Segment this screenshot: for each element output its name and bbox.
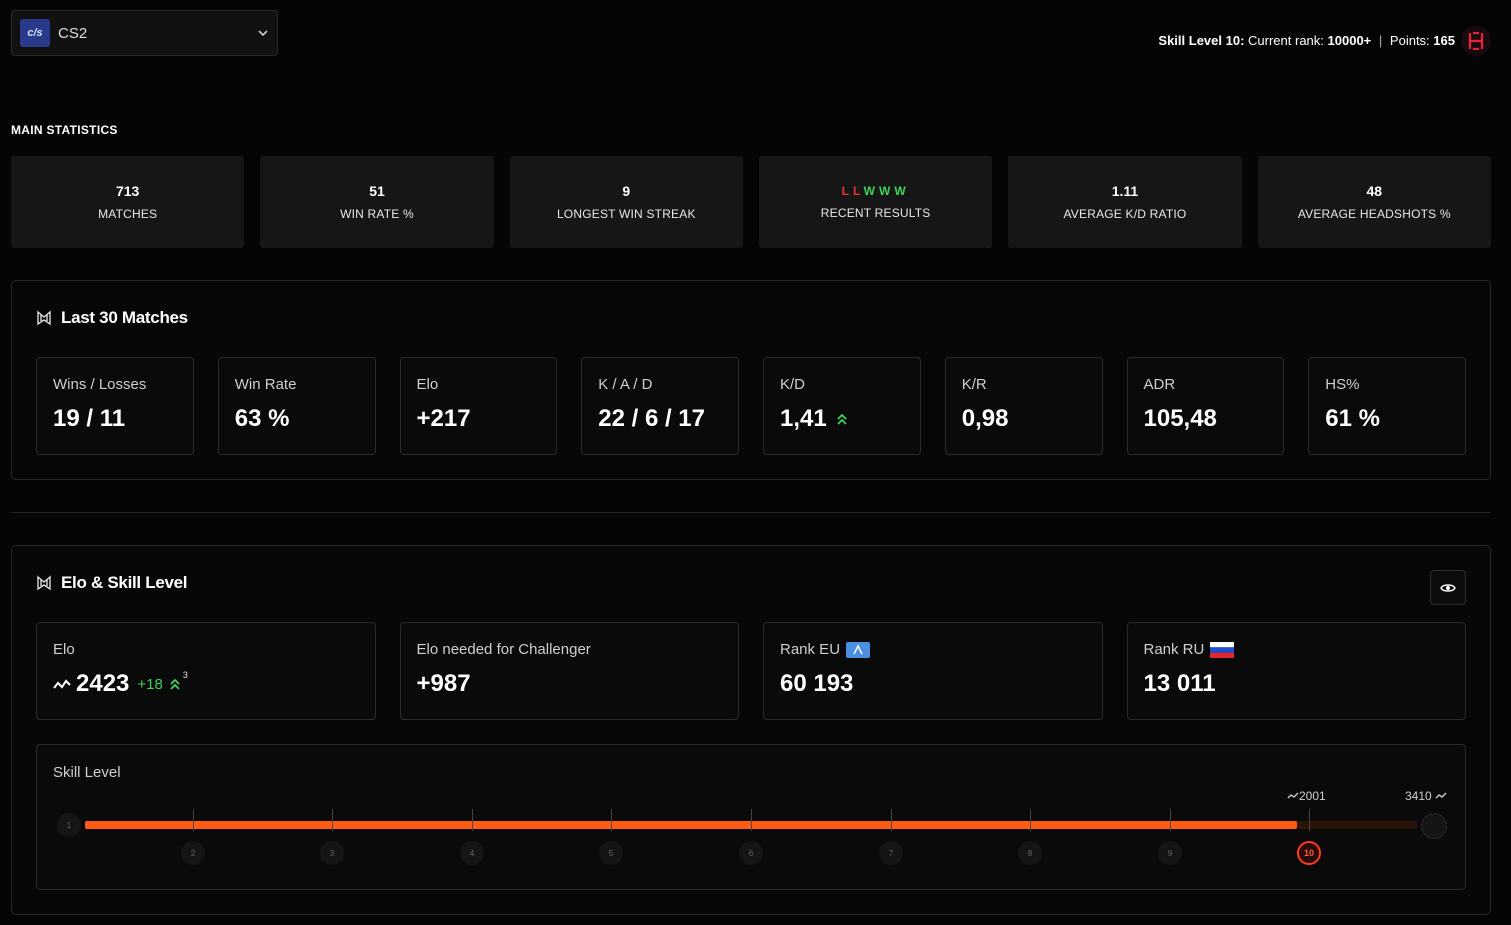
- card-hs: HS% 61 %: [1308, 357, 1466, 455]
- stat-matches: 713 MATCHES: [11, 156, 245, 248]
- stat-longest-win-streak: 9 LONGEST WIN STREAK: [509, 156, 743, 248]
- skill-level-2-icon: 2: [181, 841, 205, 865]
- card-win-rate: Win Rate 63 %: [217, 357, 376, 455]
- faceit-icon: [37, 310, 51, 326]
- card-kr: K/R 0,98: [944, 357, 1103, 455]
- main-statistics-title: MAIN STATISTICS: [11, 123, 118, 137]
- card-challenger: Elo needed for Challenger +987: [399, 622, 739, 720]
- skill-summary: Skill Level 10: Current rank: 10000+ | P…: [1158, 33, 1455, 48]
- trend-icon: [53, 679, 71, 689]
- toggle-visibility-button[interactable]: [1430, 570, 1466, 605]
- stat-win-rate: 51 WIN RATE %: [260, 156, 494, 248]
- stat-avg-headshots: 48 AVERAGE HEADSHOTS %: [1257, 156, 1491, 248]
- main-statistics: 713 MATCHES 51 WIN RATE % 9 LONGEST WIN …: [11, 156, 1491, 248]
- elo-change-streak: 3: [182, 670, 188, 680]
- max-elo-marker: 3410: [1405, 789, 1447, 803]
- card-elo: Elo +217: [399, 357, 558, 455]
- stat-recent-results: LLWWW RECENT RESULTS: [758, 156, 993, 248]
- elo-change: +18: [137, 675, 163, 693]
- skill-level-box: Skill Level 2001 3410 1 2 3 4 5 6 7 8 9 …: [36, 744, 1466, 890]
- stat-avg-kd: 1.11 AVERAGE K/D RATIO: [1008, 156, 1242, 248]
- skill-level-8-icon: 8: [1018, 841, 1042, 865]
- panel-title: Elo & Skill Level: [36, 573, 188, 593]
- brand-logo-icon: [1461, 26, 1491, 56]
- ru-flag-icon: [1210, 641, 1235, 658]
- eu-flag-icon: [846, 641, 871, 658]
- skill-level-7-icon: 7: [879, 841, 903, 865]
- card-adr: ADR 105,48: [1126, 357, 1285, 455]
- chevron-down-icon: [258, 30, 268, 37]
- eye-icon: [1440, 583, 1456, 592]
- card-rank-eu: Rank EU 60 193: [763, 622, 1103, 720]
- skill-level-3-icon: 3: [320, 841, 344, 865]
- challenger-level-icon: [1421, 813, 1447, 839]
- skill-progress-fill: [85, 821, 1298, 829]
- faceit-icon: [37, 575, 51, 591]
- card-elo-current: Elo 2423 +18 3: [36, 622, 376, 720]
- card-rank-ru: Rank RU 13 011: [1126, 622, 1466, 720]
- skill-level-6-icon: 6: [739, 841, 763, 865]
- recent-results: LLWWW: [841, 184, 910, 198]
- cs2-logo-icon: c/s: [20, 19, 50, 47]
- skill-level-4-icon: 4: [460, 841, 484, 865]
- skill-level-10-icon: 10: [1297, 841, 1321, 865]
- double-chevron-up-icon: [170, 678, 180, 690]
- card-kad: K / A / D 22 / 6 / 17: [581, 357, 739, 455]
- last-30-matches-panel: Last 30 Matches Wins / Losses 19 / 11 Wi…: [11, 280, 1491, 480]
- elo-skill-panel: Elo & Skill Level Elo 2423 +18 3 Elo nee…: [11, 545, 1491, 915]
- divider: [11, 512, 1491, 513]
- card-kd: K/D 1,41: [763, 357, 921, 455]
- game-name: CS2: [58, 24, 88, 42]
- skill-level-5-icon: 5: [599, 841, 623, 865]
- card-wins-losses: Wins / Losses 19 / 11: [36, 357, 194, 455]
- skill-level-9-icon: 9: [1158, 841, 1182, 865]
- skill-level-1-icon: 1: [57, 813, 81, 837]
- panel-title: Last 30 Matches: [36, 308, 188, 328]
- level10-start-marker: 2001: [1287, 789, 1326, 803]
- double-chevron-up-icon: [837, 413, 847, 425]
- game-selector[interactable]: c/s CS2: [11, 10, 278, 56]
